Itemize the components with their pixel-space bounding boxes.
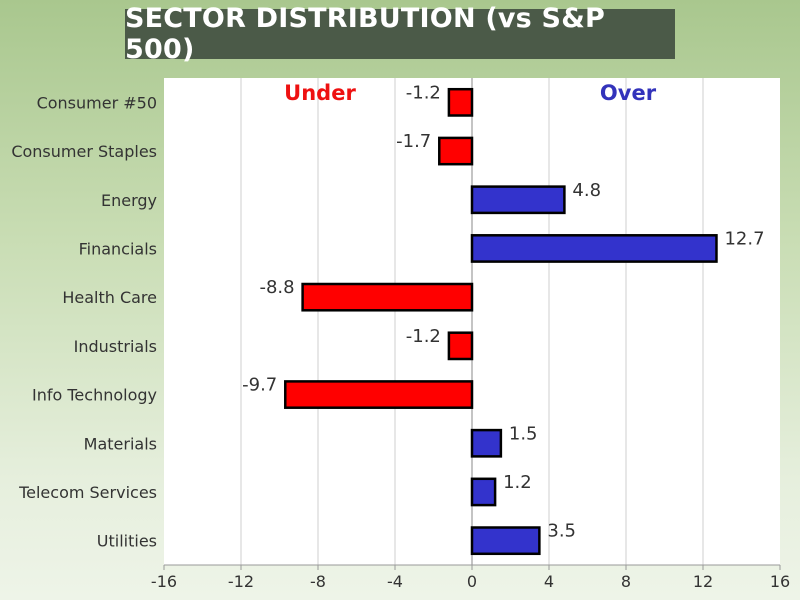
data-label: -9.7 xyxy=(242,375,277,396)
x-tick-label: 16 xyxy=(770,572,790,591)
gridlines xyxy=(240,78,704,565)
category-label: Telecom Services xyxy=(18,483,157,502)
bar xyxy=(470,428,503,458)
category-labels: Consumer #50 Consumer Staples Energy Financ… xyxy=(11,93,157,550)
category-label: Utilities xyxy=(97,532,157,551)
category-label: Financials xyxy=(79,239,157,258)
data-label: 1.2 xyxy=(503,472,532,493)
category-label: Industrials xyxy=(74,337,157,356)
category-label: Energy xyxy=(101,191,157,210)
bar xyxy=(447,87,474,117)
bar xyxy=(301,282,474,312)
data-label: 3.5 xyxy=(547,521,576,542)
x-tick-label: 12 xyxy=(693,572,713,591)
data-label: -8.8 xyxy=(259,277,294,298)
x-tick-labels: -16 -12 -8 -4 0 4 8 12 16 xyxy=(151,565,790,591)
bar xyxy=(284,380,474,409)
x-tick-label: 0 xyxy=(467,572,477,591)
bar xyxy=(470,234,718,263)
chart-title: SECTOR DISTRIBUTION (vs S&P 500) xyxy=(125,3,605,65)
data-label: -1.2 xyxy=(406,82,441,103)
category-label: Consumer #50 xyxy=(37,93,157,112)
annotation-under: Under xyxy=(284,81,356,105)
annotation-over: Over xyxy=(600,81,657,105)
bar xyxy=(470,526,541,556)
x-tick-label: 8 xyxy=(621,572,631,591)
x-tick-label: -12 xyxy=(228,572,254,591)
data-label: 12.7 xyxy=(724,228,764,249)
x-tick-label: -16 xyxy=(151,572,177,591)
category-label: Info Technology xyxy=(32,386,157,405)
bar xyxy=(470,477,497,507)
bar xyxy=(447,331,474,361)
category-label: Materials xyxy=(84,434,157,453)
data-label: 1.5 xyxy=(509,423,538,444)
chart-title-box: SECTOR DISTRIBUTION (vs S&P 500) xyxy=(125,3,675,65)
bars xyxy=(284,87,718,556)
bar xyxy=(438,136,474,166)
category-label: Consumer Staples xyxy=(11,142,157,161)
data-label: -1.2 xyxy=(406,326,441,347)
data-label: 4.8 xyxy=(572,180,601,201)
x-tick-label: -4 xyxy=(387,572,403,591)
data-label: -1.7 xyxy=(396,131,431,152)
bar xyxy=(470,185,566,215)
x-tick-label: -8 xyxy=(310,572,326,591)
value-labels: -1.2 -1.7 4.8 12.7 -8.8 -1.2 -9.7 1.5 1.2 3.5 xyxy=(242,82,764,541)
category-label: Health Care xyxy=(62,288,157,307)
x-tick-label: 4 xyxy=(544,572,554,591)
